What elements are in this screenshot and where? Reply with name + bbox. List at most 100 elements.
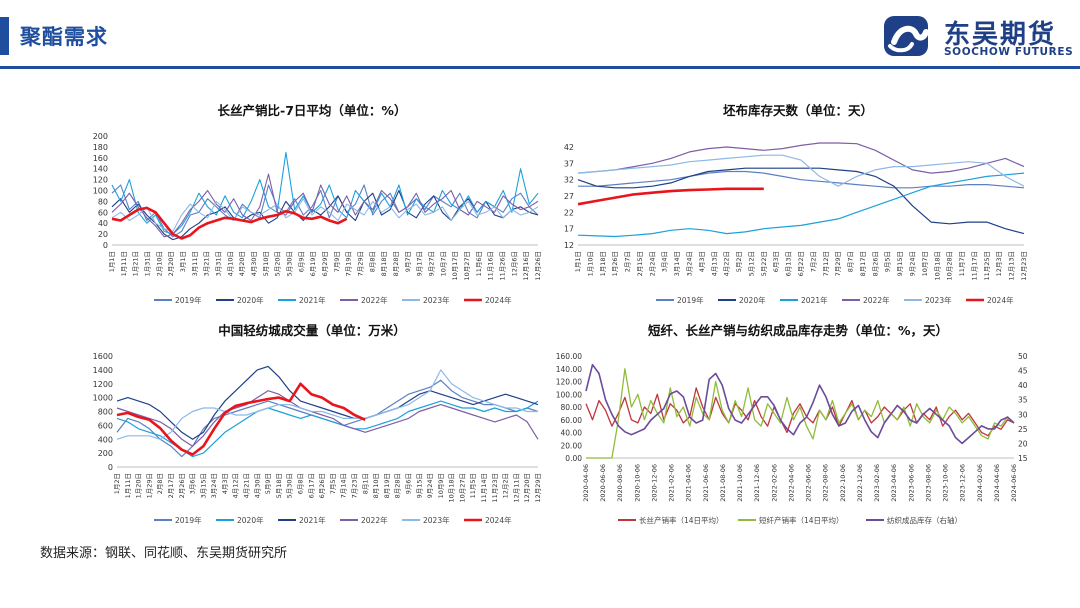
y-tick-label: 1600 [93, 352, 113, 361]
chart-legend: 2019年 2020年 2021年 2022年 2023年 2024年 [154, 515, 512, 525]
legend-label: 2019年 [175, 515, 202, 525]
y-tick-label: 200 [98, 449, 113, 458]
x-tick-label: 2024-06-06 [1010, 464, 1018, 502]
y-tick-label: 120.00 [556, 378, 582, 387]
x-tick-label: 8月26日 [871, 251, 879, 276]
series-line-1 [578, 170, 1025, 189]
chart-legend: 2019年 2020年 2021年 2022年 2023年 2024年 [154, 295, 512, 305]
series-line-6 [116, 382, 366, 456]
x-tick-label: 10月27日 [458, 473, 466, 503]
series-line-5 [111, 198, 539, 232]
y-tick-label: 120 [93, 176, 108, 185]
x-tick-label: 2月8日 [156, 473, 164, 494]
y-tick-label: 140.00 [556, 365, 582, 374]
chart-light-textile-volume: 中国轻纺城成交量（单位：万米） 0 200 400 600 800 1000 1200 140… [82, 320, 542, 532]
series-line-3 [116, 365, 539, 440]
x-tick-label: 2月17日 [167, 473, 175, 498]
legend-label: 2021年 [299, 515, 326, 525]
x-tick-label: 2月24日 [648, 251, 656, 276]
x-tick-label: 6月13日 [785, 251, 793, 276]
chart-series-group [577, 142, 1025, 238]
x-tick-label: 3月4日 [661, 251, 669, 272]
x-tick-label: 9月24日 [426, 473, 434, 498]
legend-label: 纺织成品库存（右轴） [887, 515, 962, 525]
x-tick-label: 7月14日 [340, 473, 348, 498]
x-tick-label: 2021-02-06 [668, 464, 676, 502]
x-tick-label: 12月26日 [534, 251, 542, 281]
x-tick-label: 2024-04-06 [993, 464, 1001, 502]
chart-series-group [111, 151, 539, 241]
y-tick-label: 0 [108, 463, 113, 472]
company-logo: 东吴期货 SOOCHOW FUTURES [882, 8, 1073, 64]
x-tick-label: 4月21日 [243, 473, 251, 498]
x-tick-label: 2023-06-06 [907, 464, 915, 502]
x-tick-label: 1月18日 [599, 251, 607, 276]
y-tick-label: 1400 [93, 366, 113, 375]
page-title: 聚酯需求 [20, 25, 108, 49]
chart-legend: 长丝产销率（14日平均） 短纤产销率（14日平均） 纺织成品库存（右轴） [618, 515, 962, 525]
y-tick-label: 40.00 [561, 429, 583, 438]
y-tick-label: 200 [93, 132, 108, 141]
chart-series-group [116, 365, 539, 458]
x-tick-label: 4月10日 [226, 251, 234, 276]
series-line-4 [577, 142, 1025, 174]
x-tick-label: 8月28日 [392, 251, 400, 276]
x-tick-label: 4月3日 [221, 473, 229, 494]
x-tick-label: 12月13日 [1008, 251, 1016, 281]
x-tick-label: 2月15日 [636, 251, 644, 276]
series-line-2 [577, 167, 1025, 235]
chart-series-group [585, 363, 1015, 459]
y-tick-label: 0.00 [565, 454, 582, 463]
legend-label: 2022年 [361, 515, 388, 525]
x-tick-label: 5月2日 [735, 251, 743, 272]
x-tick-label: 12月3日 [995, 251, 1003, 276]
x-tick-label: 1月21日 [132, 251, 140, 276]
y-tick-label: 42 [564, 143, 574, 152]
y2-tick-label: 45 [1018, 367, 1028, 376]
series-line-1 [116, 379, 539, 458]
x-tick-label: 3月21日 [203, 251, 211, 276]
data-source-note: 数据来源：钢联、同花顺、东吴期货研究所 [40, 546, 288, 561]
legend-label: 2021年 [801, 295, 828, 305]
x-tick-label: 2月26日 [178, 473, 186, 498]
x-tick-label: 2021-08-06 [719, 464, 727, 502]
y-tick-label: 17 [564, 225, 574, 234]
x-tick-label: 9月6日 [404, 473, 412, 494]
chart-axes: 12 17 22 27 32 37 42 1月1日 1月10日 1月18日 1月26日 2月7日 2月1… [564, 143, 1028, 281]
x-tick-label: 8月18日 [380, 251, 388, 276]
x-tick-label: 1月1日 [574, 251, 582, 272]
x-tick-label: 10月28日 [946, 251, 954, 281]
x-tick-label: 11月26日 [499, 251, 507, 281]
x-tick-label: 2020-08-06 [616, 464, 624, 502]
x-tick-label: 5月22日 [760, 251, 768, 276]
x-tick-label: 2021-10-06 [736, 464, 744, 502]
x-tick-label: 3月24日 [210, 473, 218, 498]
x-tick-label: 2022-06-06 [805, 464, 813, 502]
x-tick-label: 6月3日 [772, 251, 780, 272]
y2-tick-label: 20 [1018, 439, 1028, 448]
legend-label: 2024年 [485, 515, 512, 525]
x-tick-label: 6月29日 [321, 251, 329, 276]
x-tick-label: 8月1日 [361, 473, 369, 494]
x-tick-label: 9月17日 [416, 251, 424, 276]
x-tick-label: 3月31日 [215, 251, 223, 276]
x-tick-label: 3月14日 [673, 251, 681, 276]
x-tick-label: 2022-12-06 [856, 464, 864, 502]
y-tick-label: 100.00 [556, 390, 582, 399]
chart-title: 短纤、长丝产销与纺织成品库存走势（单位：%，天） [647, 323, 949, 338]
y-tick-label: 60.00 [561, 416, 583, 425]
x-tick-label: 2021-12-06 [753, 464, 761, 502]
x-tick-label: 2020-12-06 [650, 464, 658, 502]
x-tick-label: 7月29日 [834, 251, 842, 276]
x-tick-label: 11月7日 [958, 251, 966, 276]
x-tick-label: 6月9日 [297, 251, 305, 272]
x-tick-label: 2月10日 [155, 251, 163, 276]
y-tick-label: 20 [98, 230, 108, 239]
legend-label: 2024年 [485, 295, 512, 305]
series-line-3 [585, 363, 1015, 445]
x-tick-label: 7月29日 [357, 251, 365, 276]
chart-legend: 2019年 2020年 2021年 2022年 2023年 2024年 [656, 295, 1014, 305]
y2-tick-label: 50 [1018, 352, 1028, 361]
x-tick-label: 12月16日 [522, 251, 530, 281]
